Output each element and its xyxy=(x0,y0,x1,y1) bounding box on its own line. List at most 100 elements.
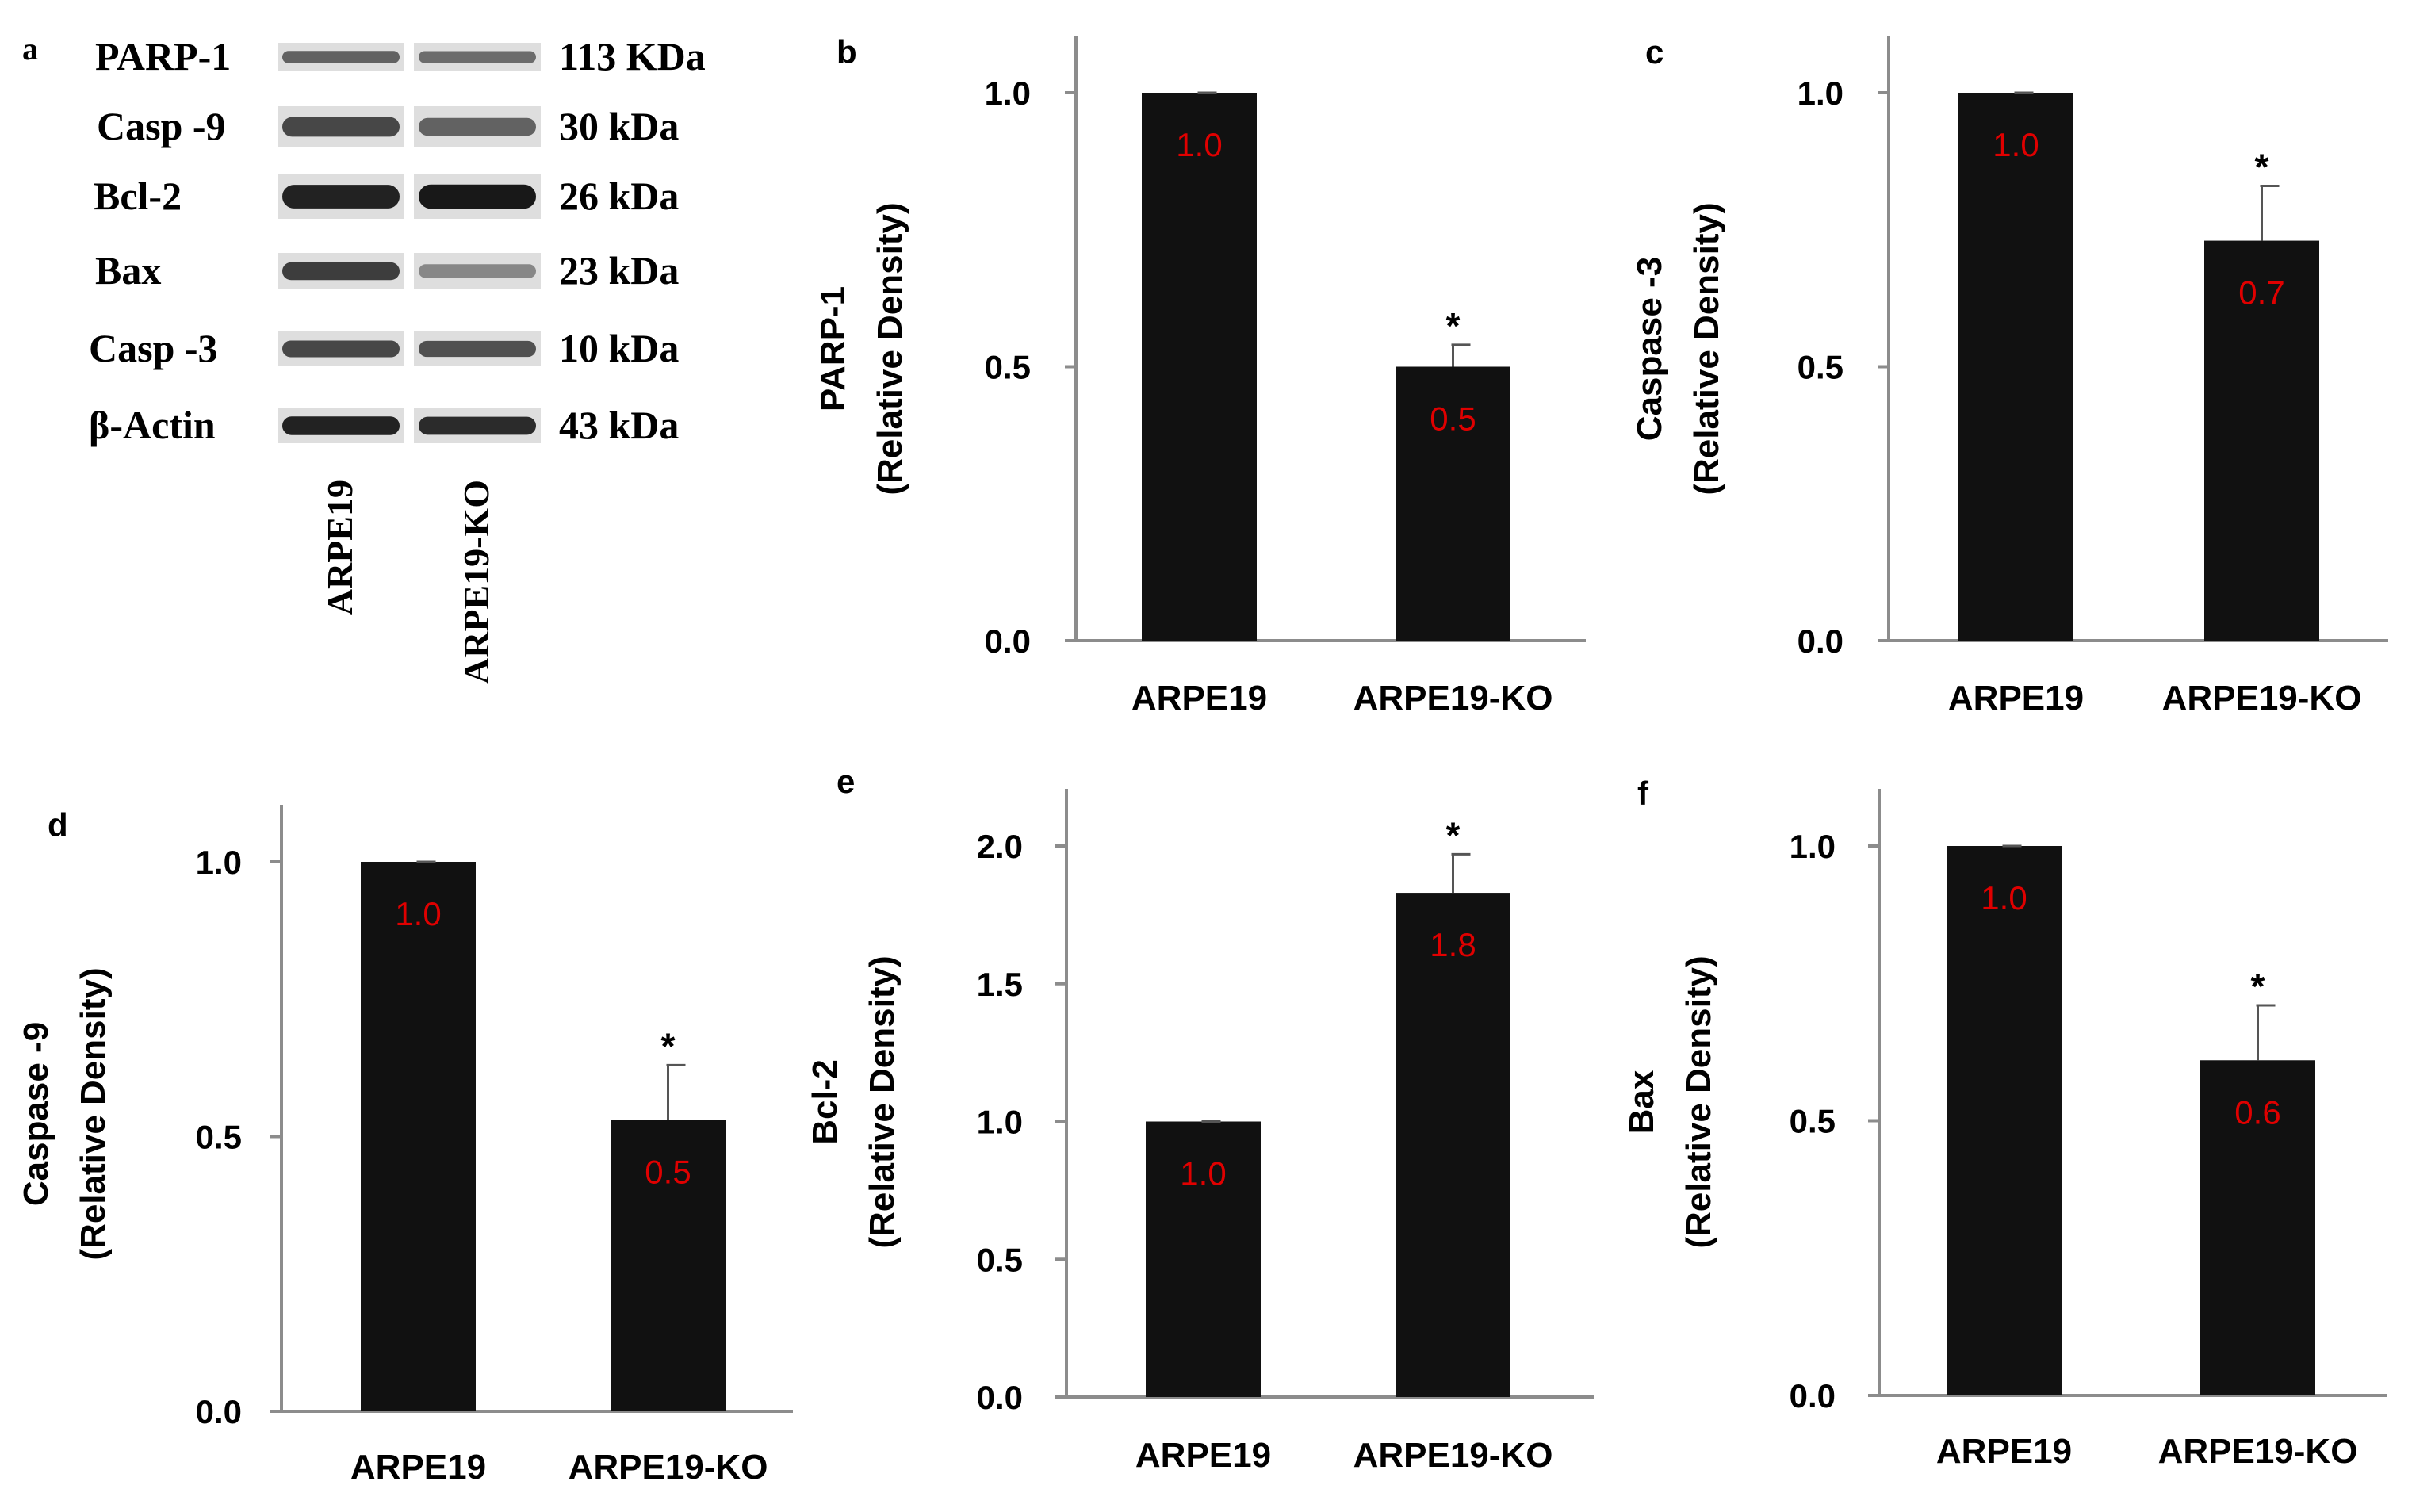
y-tick-label: 1.0 xyxy=(1790,828,1836,865)
bar-chart-d: d 0.0 0.5 1.0 Caspase -9 (Relative Density) 1.… xyxy=(17,805,793,1487)
y-tick-label: 1.5 xyxy=(977,966,1023,1003)
blot-band xyxy=(282,185,400,209)
band-size-label: 10 kDa xyxy=(559,326,679,370)
value-label: 0.5 xyxy=(1430,400,1476,438)
value-label: 1.0 xyxy=(1180,1155,1226,1192)
panel-label-c: c xyxy=(1645,33,1664,71)
bar-chart-f: f 0.0 0.5 1.0 Bax (Relative Density) 1.0 ARPE19… xyxy=(1622,775,2387,1471)
protein-label: β-Actin xyxy=(89,403,216,447)
significance-marker: * xyxy=(2255,146,2269,187)
y-tick-label: 0.0 xyxy=(196,1393,242,1430)
y-tick-label: 0.5 xyxy=(985,349,1031,386)
band-size-label: 23 kDa xyxy=(559,248,679,293)
protein-label: Bcl-2 xyxy=(94,174,182,218)
value-label: 0.7 xyxy=(2238,274,2284,312)
y-tick-label: 0.0 xyxy=(1790,1377,1836,1414)
bar-chart-c: c 0.0 0.5 1.0 Caspase -3 (Relative Density) 1.… xyxy=(1630,33,2388,718)
y-axis-subtitle: (Relative Density) xyxy=(1687,202,1726,495)
bar xyxy=(1142,93,1257,641)
blot-band xyxy=(282,117,400,137)
blot-band xyxy=(282,262,400,281)
y-tick-label: 0.0 xyxy=(985,622,1031,660)
band-size-label: 30 kDa xyxy=(559,104,679,148)
protein-label: Casp -3 xyxy=(89,326,218,370)
panel-label-e: e xyxy=(837,763,855,800)
bar xyxy=(2200,1060,2315,1395)
y-axis-title: PARP-1 xyxy=(814,286,852,411)
y-axis-subtitle: (Relative Density) xyxy=(1679,955,1718,1248)
blot-band xyxy=(419,51,536,63)
panel-label-a: a xyxy=(22,31,38,67)
value-label: 0.5 xyxy=(645,1154,691,1191)
value-label: 1.0 xyxy=(395,895,441,932)
x-tick-label: ARPE19 xyxy=(1936,1432,2072,1471)
blot-band xyxy=(282,416,400,435)
y-tick-label: 0.0 xyxy=(1798,622,1843,660)
bar xyxy=(1396,366,1510,641)
bar-chart-e: e 0.0 0.5 1.0 1.5 2.0 Bcl-2 (Relative Density) 1… xyxy=(806,763,1594,1475)
protein-label: Bax xyxy=(95,248,161,293)
y-axis-title: Bax xyxy=(1622,1070,1661,1134)
y-axis-subtitle: (Relative Density) xyxy=(863,955,902,1248)
y-axis-title: Caspase -9 xyxy=(17,1022,56,1206)
significance-marker: * xyxy=(661,1025,676,1066)
bar xyxy=(1396,893,1510,1397)
value-label: 1.0 xyxy=(1981,879,2027,917)
y-tick-label: 0.5 xyxy=(1790,1103,1836,1140)
y-tick-label: 0.0 xyxy=(977,1379,1023,1416)
value-label: 1.8 xyxy=(1430,926,1476,963)
significance-marker: * xyxy=(1446,814,1461,856)
y-tick-label: 1.0 xyxy=(1798,75,1843,112)
value-label: 0.6 xyxy=(2234,1093,2280,1131)
panel-label-d: d xyxy=(48,806,68,844)
x-tick-label: ARPE19-KO xyxy=(1353,1436,1553,1475)
x-tick-label: ARPE19 xyxy=(1131,679,1267,718)
bar xyxy=(361,862,476,1411)
panel-label-f: f xyxy=(1637,775,1649,812)
y-tick-label: 1.0 xyxy=(977,1104,1023,1141)
x-tick-label: ARPE19 xyxy=(1135,1436,1271,1475)
y-tick-label: 2.0 xyxy=(977,828,1023,865)
value-label: 1.0 xyxy=(1993,126,2039,163)
lane-label: ARPE19-KO xyxy=(456,480,496,684)
protein-label: Casp -9 xyxy=(97,104,226,148)
band-size-label: 113 KDa xyxy=(559,34,706,78)
band-size-label: 26 kDa xyxy=(559,174,679,218)
protein-label: PARP-1 xyxy=(95,34,231,78)
lane-label: ARPE19 xyxy=(320,480,360,615)
x-tick-label: ARPE19-KO xyxy=(2162,679,2362,718)
x-tick-label: ARPE19 xyxy=(350,1448,486,1487)
x-tick-label: ARPE19 xyxy=(1948,679,2084,718)
y-tick-label: 0.5 xyxy=(196,1119,242,1156)
blot-band xyxy=(419,117,536,136)
blot-band xyxy=(419,340,536,358)
panel-label-b: b xyxy=(837,33,857,71)
blot-panel: a PARP-1 113 KDa Casp -9 30 kDa Bcl-2 26 kDa Ba… xyxy=(22,31,706,684)
value-label: 1.0 xyxy=(1176,126,1222,163)
blot-band xyxy=(282,340,400,358)
bar-chart-b: b 0.0 0.5 1.0 PARP-1 (Relative Density) 1.0 ARP… xyxy=(814,33,1586,718)
bar xyxy=(611,1120,726,1411)
bar xyxy=(1947,846,2062,1395)
blot-band xyxy=(419,416,536,435)
x-tick-label: ARPE19-KO xyxy=(569,1448,768,1487)
blot-band xyxy=(282,51,400,63)
significance-marker: * xyxy=(1446,305,1461,346)
y-axis-subtitle: (Relative Density) xyxy=(74,967,113,1260)
significance-marker: * xyxy=(2251,966,2265,1007)
y-axis-title: Caspase -3 xyxy=(1630,257,1669,441)
y-tick-label: 0.5 xyxy=(1798,349,1843,386)
blot-band xyxy=(419,184,536,209)
blot-band xyxy=(419,264,536,278)
x-tick-label: ARPE19-KO xyxy=(1353,679,1553,718)
y-tick-label: 1.0 xyxy=(196,844,242,881)
bar xyxy=(2204,240,2319,641)
y-axis-title: Bcl-2 xyxy=(806,1059,844,1145)
band-size-label: 43 kDa xyxy=(559,403,679,447)
y-tick-label: 1.0 xyxy=(985,75,1031,112)
bar xyxy=(1958,93,2073,641)
x-tick-label: ARPE19-KO xyxy=(2158,1432,2358,1471)
y-tick-label: 0.5 xyxy=(977,1241,1023,1278)
y-axis-subtitle: (Relative Density) xyxy=(871,202,909,495)
